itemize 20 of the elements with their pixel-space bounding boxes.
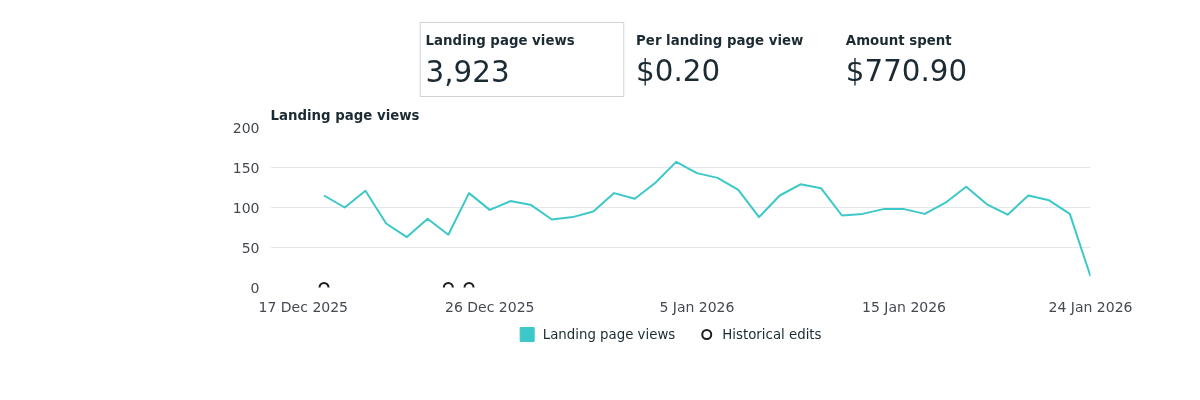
text: 3,923 — [425, 54, 510, 89]
y-tick-label: 100 — [232, 199, 260, 216]
y-tick-label: 200 — [232, 119, 260, 136]
text: Per landing page view — [636, 33, 804, 48]
y-tick-label: 50 — [241, 239, 260, 256]
x-tick-label: 5 Jan 2026 — [659, 298, 735, 315]
text: $0.20 — [636, 53, 721, 88]
x-tick-label: 17 Dec 2025 — [258, 298, 349, 315]
text: $770.90 — [845, 53, 968, 88]
text: Amount spent — [845, 33, 953, 48]
x-tick-label: 26 Dec 2025 — [445, 298, 535, 315]
x-tick-label: 24 Jan 2026 — [1048, 298, 1133, 315]
text: Landing page views — [425, 33, 575, 48]
chart-title: Landing page views — [270, 107, 420, 123]
legend-label: Historical edits — [722, 327, 822, 342]
line-series — [323, 160, 1091, 278]
y-tick-label: 0 — [250, 279, 260, 296]
x-tick-label: 15 Jan 2026 — [862, 298, 947, 315]
y-tick-label: 150 — [232, 159, 260, 176]
legend-label: Landing page views — [542, 327, 676, 342]
